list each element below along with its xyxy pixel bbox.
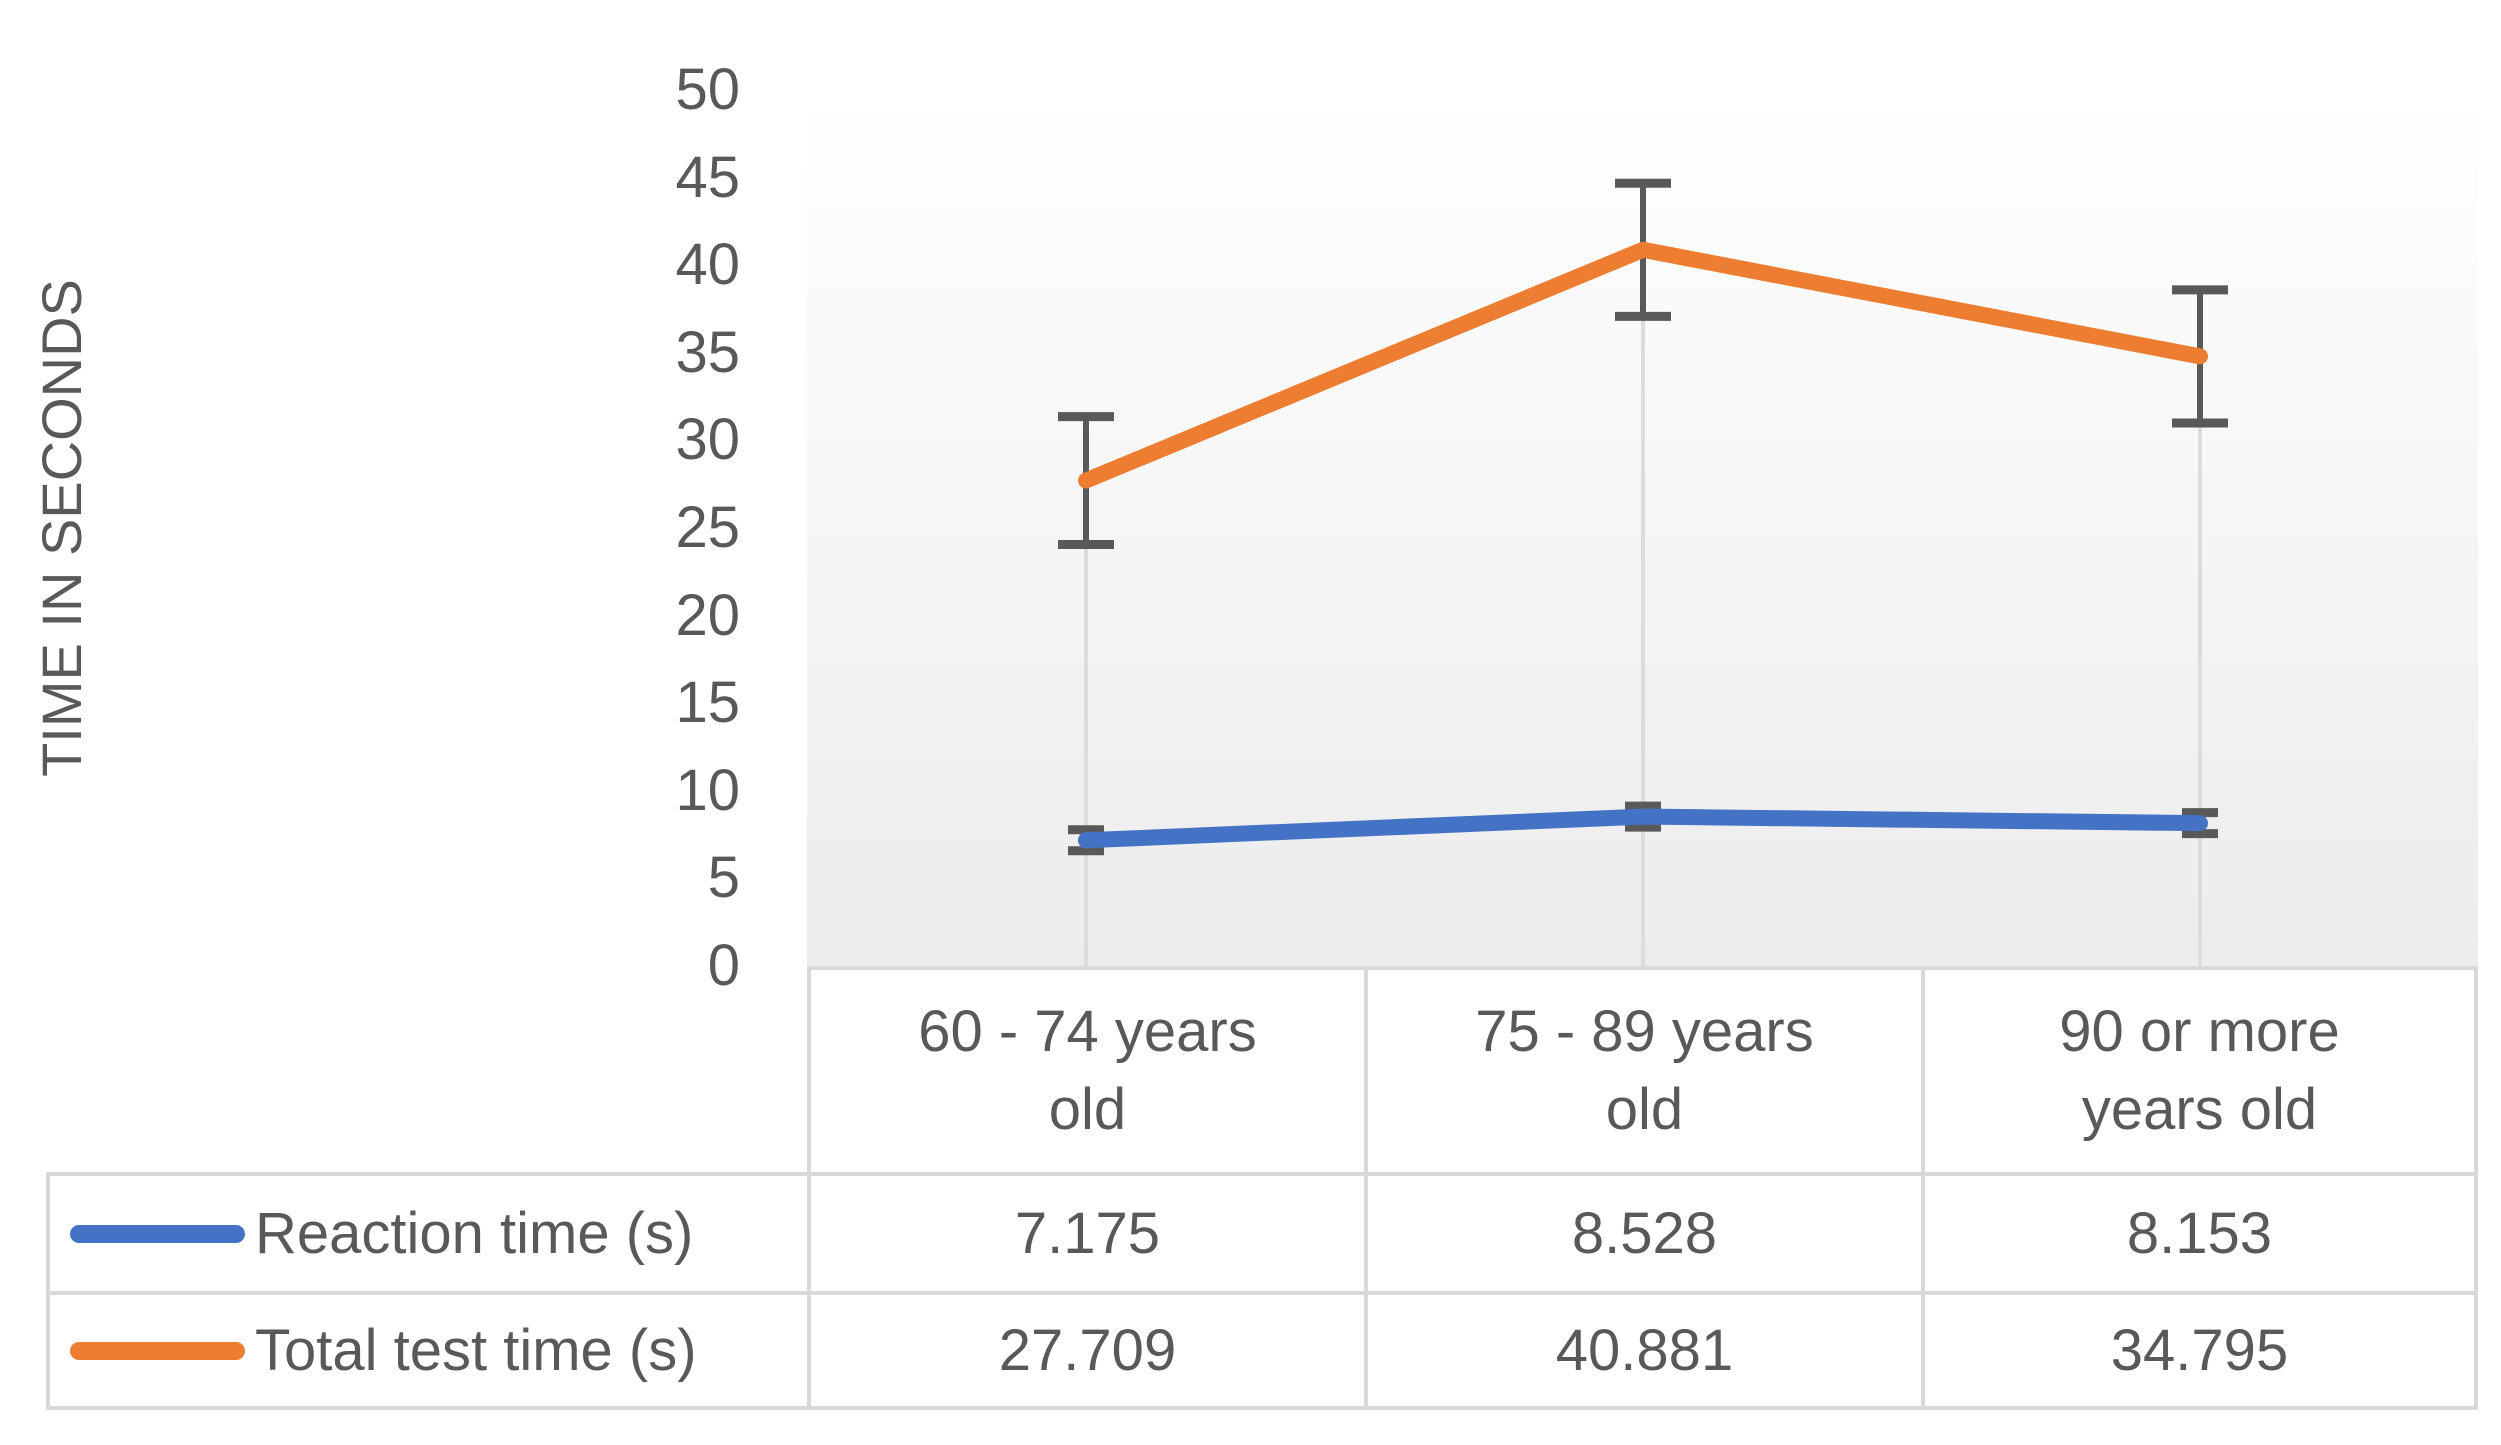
line-chart-plot (807, 90, 2478, 966)
reaction-time-series-swatch (70, 1224, 245, 1243)
y-tick-label: 10 (675, 757, 740, 823)
category-drop-lines (1084, 249, 2202, 966)
column-header-age-75-89: 75 - 89 years old (1364, 966, 1921, 1172)
series-line-reaction-time (1078, 808, 2208, 849)
value-reaction-75-89: 8.528 (1364, 1172, 1921, 1291)
legend-cell-total-test-time: Total test time (s) (46, 1291, 807, 1410)
y-tick-label: 30 (675, 407, 740, 473)
series-line-total-test-time (1078, 241, 2208, 489)
y-tick-label: 35 (675, 319, 740, 385)
column-header-age-60-74: 60 - 74 years old (807, 966, 1364, 1172)
value-reaction-60-74: 7.175 (807, 1172, 1364, 1291)
y-tick-label: 5 (707, 845, 740, 911)
series-label-total-test-time: Total test time (s) (255, 1318, 697, 1383)
value-total-60-74: 27.709 (807, 1291, 1364, 1410)
y-tick-label: 45 (675, 144, 740, 210)
y-tick-label: 0 (707, 933, 740, 998)
y-tick-label: 50 (675, 57, 740, 122)
y-tick-label: 25 (675, 495, 740, 560)
y-tick-label: 20 (675, 582, 740, 648)
value-reaction-90-plus: 8.153 (1921, 1172, 2478, 1291)
total-test-time-series-swatch (70, 1341, 245, 1360)
value-total-90-plus: 34.795 (1921, 1291, 2478, 1410)
series-label-reaction-time: Reaction time (s) (255, 1201, 694, 1266)
column-header-age-90-plus: 90 or more years old (1921, 966, 2478, 1172)
y-tick-label: 40 (675, 232, 740, 298)
value-total-75-89: 40.881 (1364, 1291, 1921, 1410)
legend-cell-reaction-time: Reaction time (s) (46, 1172, 807, 1291)
y-tick-label: 15 (675, 670, 740, 736)
error-bars-total-test-time (1058, 178, 2228, 549)
